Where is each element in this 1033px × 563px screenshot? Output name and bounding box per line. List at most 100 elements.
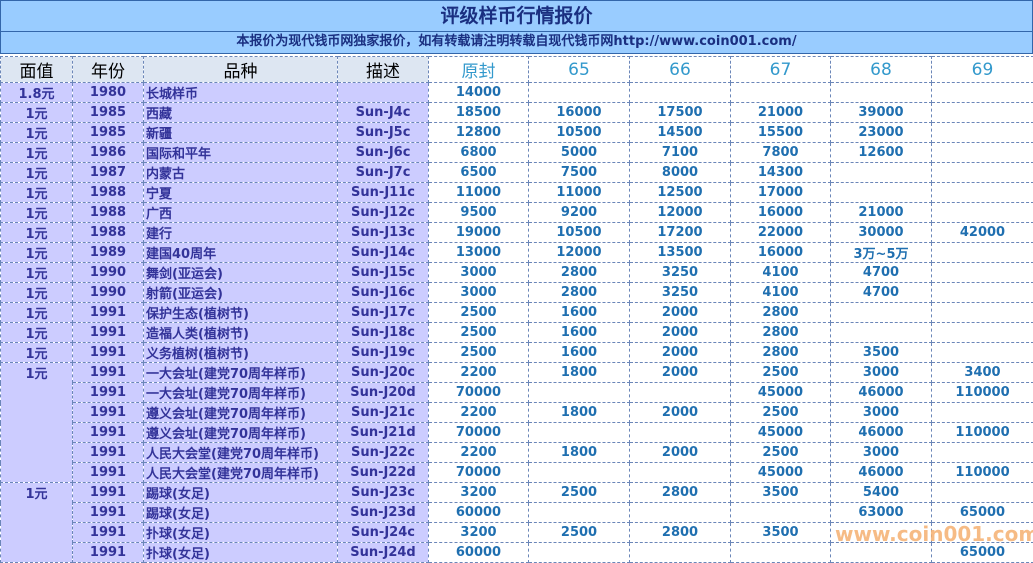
price: 1800 [529,363,630,383]
price: 9200 [529,203,630,223]
variety: 踢球(女足) [144,483,338,503]
price: 12000 [630,203,731,223]
column-header: 66 [630,57,731,83]
price: 19000 [429,223,529,243]
price: 6500 [429,163,529,183]
description: Sun-J21c [338,403,429,423]
variety: 宁夏 [144,183,338,203]
column-header: 67 [731,57,831,83]
price: 3000 [831,363,932,383]
denomination: 1元 [1,363,73,483]
price: 3000 [429,283,529,303]
price: 1600 [529,303,630,323]
denomination: 1元 [1,123,73,143]
price: 2000 [630,343,731,363]
price: 46000 [831,463,932,483]
price: 22000 [731,223,831,243]
description: Sun-J11c [338,183,429,203]
denomination: 1元 [1,483,73,563]
price: 3500 [831,343,932,363]
variety: 射箭(亚运会) [144,283,338,303]
year: 1991 [73,423,144,443]
description: Sun-J24d [338,543,429,563]
price: 1600 [529,343,630,363]
price: 60000 [429,503,529,523]
price: 2200 [429,443,529,463]
price: 2500 [529,483,630,503]
price: 2800 [529,263,630,283]
description: Sun-J15c [338,263,429,283]
price: 3400 [932,363,1033,383]
price: 110000 [932,383,1033,403]
price: 12800 [429,123,529,143]
price: 12600 [831,143,932,163]
column-header: 描述 [338,57,429,83]
description: Sun-J7c [338,163,429,183]
price: 45000 [731,383,831,403]
description: Sun-J23c [338,483,429,503]
price: 4700 [831,283,932,303]
price: 2500 [731,403,831,423]
price [831,163,932,183]
price [932,303,1033,323]
year: 1991 [73,463,144,483]
price [932,343,1033,363]
price: 70000 [429,463,529,483]
price: 3250 [630,263,731,283]
price: 16000 [731,243,831,263]
price: 110000 [932,463,1033,483]
description: Sun-J22c [338,443,429,463]
price: 17000 [731,183,831,203]
year: 1991 [73,543,144,563]
price [831,83,932,103]
price: 21000 [731,103,831,123]
variety: 人民大会堂(建党70周年样币) [144,443,338,463]
price: 2800 [630,483,731,503]
description: Sun-J19c [338,343,429,363]
price [932,83,1033,103]
price [731,503,831,523]
variety: 国际和平年 [144,143,338,163]
price [529,383,630,403]
price: 46000 [831,383,932,403]
price: 2500 [429,323,529,343]
year: 1991 [73,383,144,403]
variety: 造福人类(植树节) [144,323,338,343]
year: 1991 [73,403,144,423]
watermark: www.coin001.com [835,522,1033,546]
variety: 内蒙古 [144,163,338,183]
price: 3000 [831,403,932,423]
price [529,463,630,483]
variety: 遵义会址(建党70周年样币) [144,423,338,443]
denomination: 1元 [1,223,73,243]
description: Sun-J13c [338,223,429,243]
description [338,83,429,103]
title: 评级样币行情报价 [0,0,1033,32]
price [529,543,630,563]
variety: 扑球(女足) [144,523,338,543]
price: 11000 [529,183,630,203]
price: 2500 [731,443,831,463]
price: 70000 [429,423,529,443]
price: 14000 [429,83,529,103]
year: 1991 [73,483,144,503]
price: 2200 [429,363,529,383]
price [932,203,1033,223]
price: 13000 [429,243,529,263]
price: 45000 [731,423,831,443]
variety: 广西 [144,203,338,223]
year: 1991 [73,443,144,463]
price: 63000 [831,503,932,523]
price: 2500 [731,363,831,383]
variety: 长城样币 [144,83,338,103]
